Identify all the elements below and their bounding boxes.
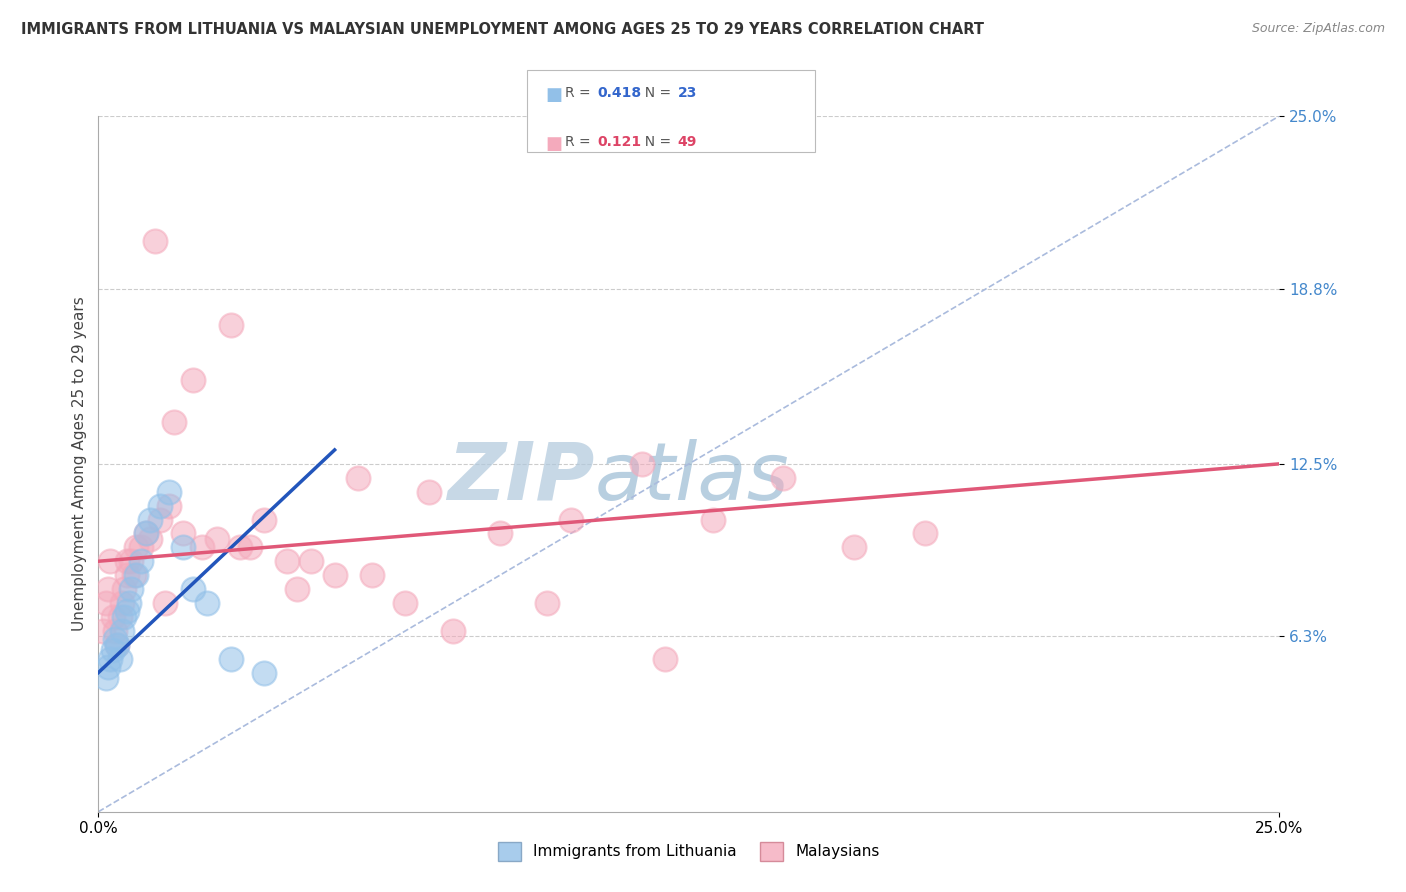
Point [191,541,214,555]
Text: atlas: atlas [595,439,789,516]
Point [157,499,180,513]
Point [239,541,262,555]
Point [153,596,176,610]
Point [163,415,186,429]
Point [98,651,121,665]
Point [149,512,172,526]
Point [276,554,298,568]
Point [219,318,242,332]
Text: R =: R = [565,86,595,100]
Point [844,541,866,555]
Point [143,234,166,248]
Point [108,651,131,665]
Text: 49: 49 [678,135,697,149]
Point [122,568,145,582]
Point [560,512,582,526]
Point [111,624,134,638]
Point [101,643,124,657]
Text: IMMIGRANTS FROM LITHUANIA VS MALAYSIAN UNEMPLOYMENT AMONG AGES 25 TO 29 YEARS CO: IMMIGRANTS FROM LITHUANIA VS MALAYSIAN U… [21,22,984,37]
Point [441,624,464,638]
Point [129,554,152,568]
Point [172,541,194,555]
Point [205,532,228,546]
Point [111,596,134,610]
Legend: Immigrants from Lithuania, Malaysians: Immigrants from Lithuania, Malaysians [492,836,886,867]
Text: N =: N = [636,135,675,149]
Point [394,596,416,610]
Point [94,596,117,610]
Point [285,582,308,596]
Text: 0.418: 0.418 [598,86,641,100]
Text: ■: ■ [546,86,562,103]
Point [253,512,276,526]
Point [654,651,676,665]
Point [219,651,242,665]
Point [418,484,440,499]
Text: 0.121: 0.121 [598,135,641,149]
Point [299,554,322,568]
Y-axis label: Unemployment Among Ages 25 to 29 years: Unemployment Among Ages 25 to 29 years [72,296,87,632]
Point [105,638,128,652]
Point [121,582,143,596]
Text: Source: ZipAtlas.com: Source: ZipAtlas.com [1251,22,1385,36]
Point [536,596,558,610]
Text: ■: ■ [546,135,562,153]
Text: R =: R = [565,135,595,149]
Point [104,632,127,647]
Point [129,541,152,555]
Point [323,568,346,582]
Point [181,373,204,387]
Point [181,582,204,596]
Point [135,526,157,541]
Point [139,532,162,546]
Point [172,526,194,541]
Point [118,596,141,610]
Point [108,610,131,624]
Point [702,512,724,526]
Point [101,610,124,624]
Text: 23: 23 [678,86,697,100]
Point [94,671,117,685]
Text: ZIP: ZIP [447,439,595,516]
Point [914,526,936,541]
Point [630,457,652,471]
Point [125,568,148,582]
Point [121,554,143,568]
Point [91,624,114,638]
Point [139,512,162,526]
Point [112,610,135,624]
Point [97,660,120,674]
Point [105,638,128,652]
Point [253,665,276,680]
Point [115,604,138,618]
Point [772,471,794,485]
Point [125,541,148,555]
Point [149,499,172,513]
Text: N =: N = [636,86,675,100]
Point [112,582,135,596]
Point [489,526,512,541]
Point [98,554,121,568]
Point [347,471,370,485]
Point [195,596,218,610]
Point [157,484,180,499]
Point [104,624,127,638]
Point [361,568,384,582]
Point [115,568,138,582]
Point [229,541,252,555]
Point [115,554,138,568]
Point [97,582,120,596]
Point [135,526,157,541]
